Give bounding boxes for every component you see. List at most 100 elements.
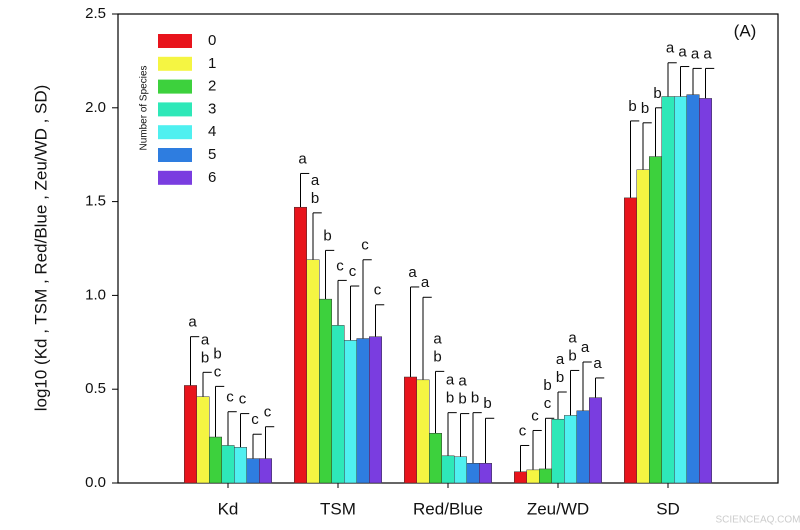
- significance-letter: c: [349, 263, 357, 280]
- bar: [551, 418, 565, 484]
- significance-letter: c: [336, 257, 344, 274]
- legend-title: Number of Species: [139, 65, 150, 150]
- bar: [344, 340, 357, 484]
- x-tick-label: Kd: [218, 499, 239, 518]
- legend-swatch: [158, 79, 192, 94]
- x-tick-label: Red/Blue: [413, 499, 483, 518]
- significance-letter: b: [201, 349, 209, 366]
- bar: [686, 94, 700, 484]
- bar: [441, 455, 455, 484]
- significance-letter: b: [213, 345, 221, 362]
- bar: [539, 468, 552, 484]
- significance-letter: b: [323, 227, 331, 244]
- significance-letter: a: [666, 40, 675, 57]
- significance-letter: c: [264, 404, 272, 421]
- x-tick-label: TSM: [320, 499, 356, 518]
- bar: [466, 463, 480, 484]
- annotation: (A): [734, 21, 757, 40]
- bar: [196, 396, 210, 484]
- significance-letter: b: [641, 100, 649, 117]
- significance-letter: a: [433, 330, 442, 347]
- bar: [184, 385, 197, 484]
- significance-letter: c: [531, 407, 539, 424]
- bar: [649, 156, 662, 484]
- legend-swatch: [158, 34, 192, 48]
- bar: [246, 458, 260, 484]
- significance-letter: b: [446, 390, 454, 407]
- significance-letter: a: [568, 329, 577, 346]
- bar: [306, 259, 320, 484]
- bar: [454, 456, 467, 484]
- y-tick-label: 0.5: [85, 380, 106, 397]
- significance-letter: c: [544, 395, 552, 412]
- bar: [624, 197, 637, 484]
- bar: [564, 415, 577, 484]
- bar: [209, 436, 222, 484]
- bar: [221, 445, 235, 484]
- significance-letter: a: [311, 172, 320, 189]
- significance-letter: c: [214, 363, 222, 380]
- bar: [479, 463, 492, 484]
- significance-letter: a: [703, 45, 712, 62]
- y-tick-label: 2.5: [85, 5, 106, 22]
- legend-label: 5: [208, 146, 216, 163]
- bar: [674, 96, 687, 484]
- significance-letter: c: [226, 389, 234, 406]
- bar: [356, 338, 370, 484]
- significance-letter: b: [311, 190, 319, 207]
- significance-letter: b: [568, 347, 576, 364]
- bar: [416, 379, 430, 484]
- significance-letter: c: [239, 391, 247, 408]
- bar: [636, 169, 650, 484]
- significance-letter: a: [188, 314, 197, 331]
- legend-label: 2: [208, 78, 216, 95]
- legend-label: 1: [208, 55, 216, 72]
- bar: [576, 410, 590, 484]
- bar: [259, 458, 272, 484]
- significance-letter: c: [374, 282, 382, 299]
- bar: [234, 447, 247, 484]
- significance-letter: b: [458, 391, 466, 408]
- y-tick-label: 2.0: [85, 99, 106, 116]
- watermark: SCIENCEAQ.COM: [715, 515, 800, 526]
- y-axis-label: log10 (Kd , TSM , Red/Blue , Zeu/WD , SD…: [31, 85, 50, 412]
- bar: [589, 397, 602, 484]
- bar: [661, 96, 675, 484]
- bar: [429, 433, 442, 484]
- bar: [319, 298, 332, 484]
- significance-letter: b: [543, 377, 551, 394]
- significance-letter: b: [433, 348, 441, 365]
- legend-label: 3: [208, 100, 216, 117]
- legend-swatch: [158, 56, 192, 71]
- significance-letter: c: [361, 237, 369, 254]
- legend-swatch: [158, 102, 192, 117]
- legend-swatch: [158, 125, 192, 140]
- significance-letter: b: [653, 85, 661, 102]
- significance-letter: a: [593, 355, 602, 372]
- significance-letter: a: [408, 264, 417, 281]
- legend-swatch: [158, 148, 192, 162]
- x-tick-label: SD: [656, 499, 680, 518]
- y-tick-label: 1.5: [85, 193, 106, 210]
- significance-letter: a: [201, 331, 210, 348]
- significance-letter: a: [421, 274, 430, 291]
- significance-letter: a: [298, 150, 307, 167]
- x-tick-label: Zeu/WD: [527, 499, 589, 518]
- bar: [404, 376, 417, 484]
- bar: [699, 98, 712, 484]
- y-tick-label: 1.0: [85, 286, 106, 303]
- significance-letter: a: [446, 372, 455, 389]
- significance-letter: b: [556, 369, 564, 386]
- significance-letter: a: [678, 43, 687, 60]
- significance-letter: b: [483, 395, 491, 412]
- significance-letter: a: [581, 339, 590, 356]
- significance-letter: c: [251, 411, 259, 428]
- significance-letter: a: [556, 351, 565, 368]
- significance-letter: c: [519, 422, 527, 439]
- bar: [294, 206, 307, 484]
- bar: [369, 336, 382, 484]
- significance-letter: a: [458, 373, 467, 390]
- bar: [331, 325, 345, 484]
- bar: [514, 471, 527, 484]
- legend-swatch: [158, 170, 192, 185]
